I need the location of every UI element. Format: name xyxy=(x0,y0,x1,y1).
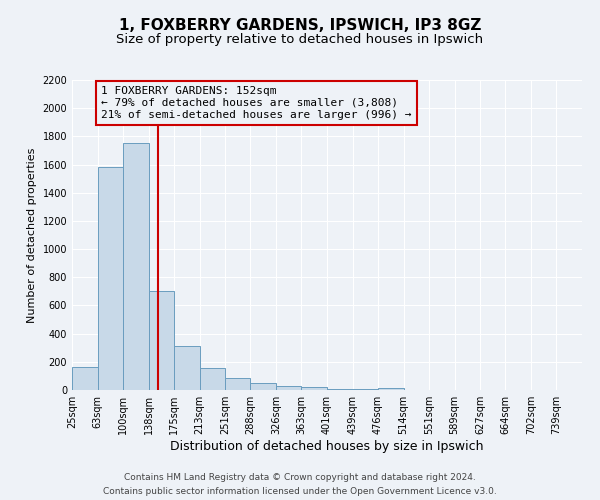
Bar xyxy=(327,388,353,390)
Bar xyxy=(250,383,276,390)
Text: Contains public sector information licensed under the Open Government Licence v3: Contains public sector information licen… xyxy=(103,486,497,496)
Bar xyxy=(199,368,225,390)
Bar xyxy=(174,346,199,390)
Text: Size of property relative to detached houses in Ipswich: Size of property relative to detached ho… xyxy=(116,32,484,46)
Bar xyxy=(123,144,149,390)
Text: 1 FOXBERRY GARDENS: 152sqm
← 79% of detached houses are smaller (3,808)
21% of s: 1 FOXBERRY GARDENS: 152sqm ← 79% of deta… xyxy=(101,86,412,120)
Bar xyxy=(301,387,327,390)
Text: Contains HM Land Registry data © Crown copyright and database right 2024.: Contains HM Land Registry data © Crown c… xyxy=(124,473,476,482)
Bar xyxy=(98,168,123,390)
Bar xyxy=(149,292,174,390)
Bar xyxy=(276,386,301,390)
Text: 1, FOXBERRY GARDENS, IPSWICH, IP3 8GZ: 1, FOXBERRY GARDENS, IPSWICH, IP3 8GZ xyxy=(119,18,481,32)
Bar xyxy=(225,378,250,390)
X-axis label: Distribution of detached houses by size in Ipswich: Distribution of detached houses by size … xyxy=(170,440,484,453)
Bar xyxy=(378,388,404,390)
Bar xyxy=(72,368,98,390)
Y-axis label: Number of detached properties: Number of detached properties xyxy=(27,148,37,322)
